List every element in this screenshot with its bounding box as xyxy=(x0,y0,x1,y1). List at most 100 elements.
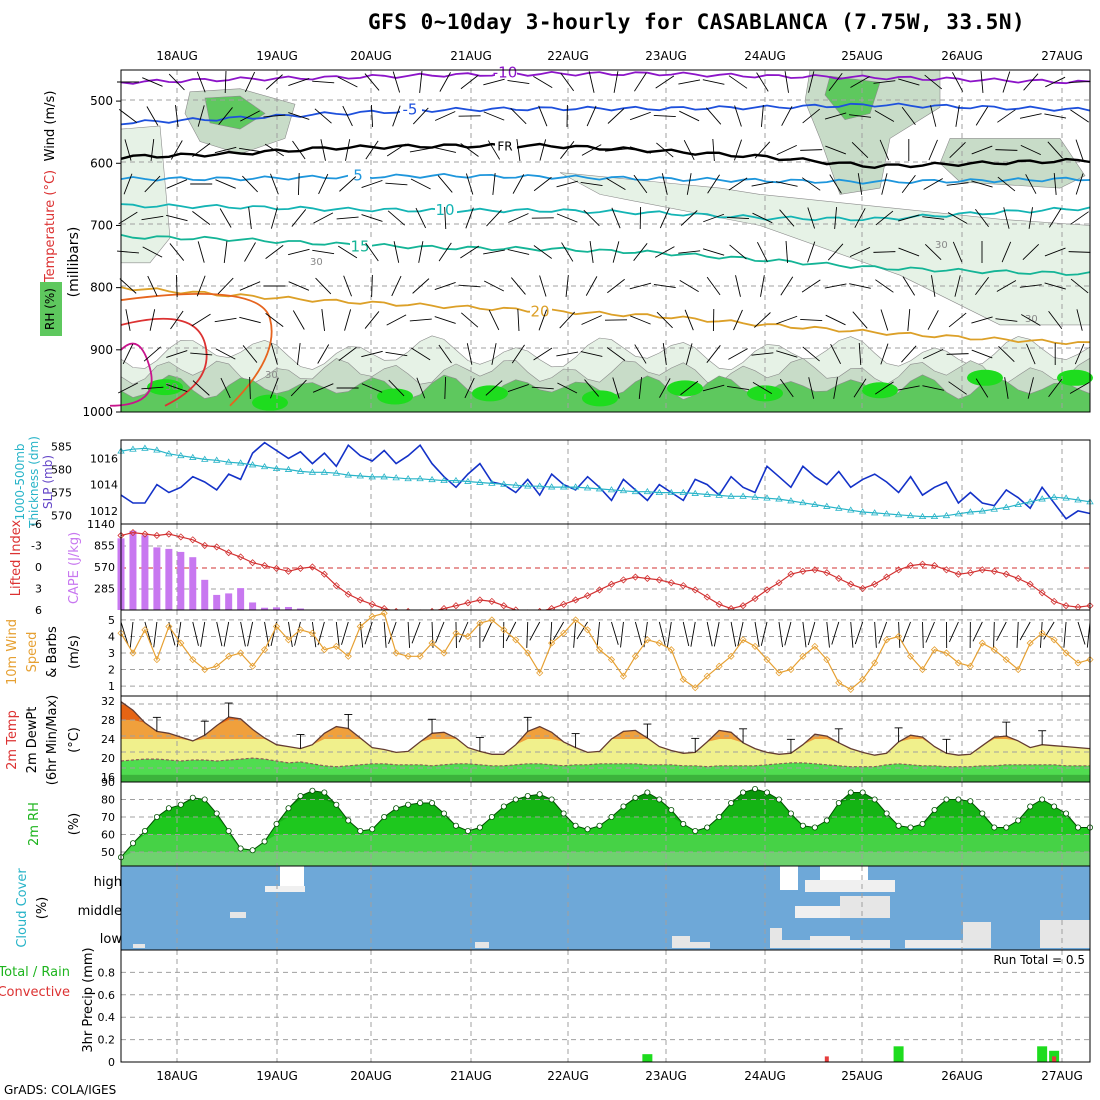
thickness-marker-66 xyxy=(906,511,915,519)
thickness-marker-22 xyxy=(380,473,388,480)
wind10m-barb-29 xyxy=(458,621,469,643)
upper-wind-barb xyxy=(142,246,163,258)
upper-wind-barb xyxy=(557,382,578,394)
upper-wind-barb xyxy=(418,241,424,263)
cloud-bg xyxy=(121,866,1090,950)
upper-wind-barb xyxy=(922,385,945,391)
rh-contour-label-0: 30 xyxy=(310,257,323,268)
wind10m-barb-47 xyxy=(682,621,690,647)
rh2m-tick-3: 80 xyxy=(101,794,115,807)
upper-wind-barb xyxy=(1022,244,1040,260)
rh2m-marker-55 xyxy=(775,796,782,803)
thickness-marker-32 xyxy=(500,480,508,487)
upper-wind-barb xyxy=(361,350,383,358)
thickness-marker-18 xyxy=(332,469,341,476)
thickness-marker-30 xyxy=(476,478,484,485)
rh2m-marker-5 xyxy=(177,801,184,808)
wind-speed-marker-11 xyxy=(249,662,257,670)
upper-wind-barb xyxy=(1070,278,1089,294)
rh2m-marker-11 xyxy=(249,847,256,854)
cape-bar-4 xyxy=(165,548,173,610)
label-thickness-b: Thickness (dm) xyxy=(27,436,41,529)
cloud-block-1 xyxy=(265,886,305,892)
rh2m-marker-14 xyxy=(285,805,292,812)
rh2m-marker-43 xyxy=(632,794,639,801)
upper-wind-barb xyxy=(948,312,967,328)
wind-speed-marker-72 xyxy=(978,639,986,647)
upper-wind-barb xyxy=(653,114,676,118)
upper-wind-barb xyxy=(726,216,750,220)
upper-wind-barb xyxy=(707,174,720,194)
lifted-index-marker-71 xyxy=(966,569,974,577)
lifted-index-marker-63 xyxy=(871,580,879,588)
rh2m-marker-4 xyxy=(165,805,172,812)
upper-wind-barb xyxy=(168,73,185,91)
upper-wind-barb xyxy=(265,245,284,259)
lifted-index-marker-78 xyxy=(1050,597,1058,605)
rh-contour-label-2: 30 xyxy=(265,370,278,381)
upper-wind-barb xyxy=(733,309,743,331)
lifted-index-marker-32 xyxy=(500,602,508,610)
label-wind: Wind (m/s) xyxy=(43,91,58,162)
wind10m-barb-43 xyxy=(634,621,643,646)
thickness-tick-1: 575 xyxy=(51,487,72,500)
rh2m-marker-61 xyxy=(847,789,854,796)
wind10m-barb-66 xyxy=(901,621,911,644)
wind-speed-marker-42 xyxy=(619,672,628,680)
upper-wind-barb xyxy=(507,80,530,84)
cape-bar-10 xyxy=(237,588,245,610)
upper-wind-barb xyxy=(1002,71,1011,93)
rh2m-marker-46 xyxy=(668,807,675,814)
upper-wind-barb xyxy=(781,106,793,126)
upper-wind-barb xyxy=(458,284,481,288)
upper-wind-barb xyxy=(680,380,699,396)
slp-tick-0: 1012 xyxy=(90,505,118,518)
upper-wind-barb xyxy=(214,317,237,323)
upper-wind-barb xyxy=(1076,309,1083,331)
cape-bar-6 xyxy=(189,557,197,610)
rh2m-marker-56 xyxy=(787,810,794,817)
thickness-marker-25 xyxy=(416,474,424,482)
upper-wind-barb xyxy=(215,179,236,189)
upper-wind-barb xyxy=(927,310,939,330)
upper-wind-barb xyxy=(901,106,916,126)
upper-wind-barb xyxy=(196,71,206,93)
upper-wind-barb xyxy=(190,352,213,356)
upper-wind-barb xyxy=(760,105,764,127)
cloud-block-9 xyxy=(690,942,710,948)
wind10m-barb-45 xyxy=(658,621,666,646)
upper-wind-barb xyxy=(659,378,671,398)
upper-wind-barb xyxy=(902,276,916,296)
upper-wind-barb xyxy=(485,380,503,396)
thickness-marker-9 xyxy=(224,458,233,465)
upper-wind-barb xyxy=(244,242,256,262)
rh-bright-spot-2 xyxy=(377,388,413,405)
upper-wind-barb xyxy=(1048,208,1062,228)
upper-wind-barb xyxy=(702,79,725,85)
slp-line xyxy=(120,441,1091,520)
wind-speed-marker-53 xyxy=(751,642,759,650)
wind-speed-marker-24 xyxy=(404,652,412,660)
upper-wind-barb xyxy=(291,209,307,227)
wind10m-barb-42 xyxy=(620,621,624,648)
upper-wind-barb xyxy=(466,343,473,365)
rh2m-marker-3 xyxy=(153,814,160,821)
upper-wind-barb xyxy=(897,385,920,391)
rh-bright-spot-4 xyxy=(582,390,618,407)
rh2m-fill-lightest xyxy=(121,852,1090,866)
upper-wind-barb xyxy=(265,313,284,327)
thickness-marker-59 xyxy=(823,502,831,509)
upper-wind-barb xyxy=(342,105,353,127)
upper-wind-barb xyxy=(611,207,621,229)
wind10m-barb-11 xyxy=(247,621,254,647)
wind10m-barb-7 xyxy=(200,621,206,647)
wind10m-barb-41 xyxy=(611,621,619,645)
rh2m-marker-18 xyxy=(333,801,340,808)
cloud-block-18 xyxy=(133,944,145,948)
upper-wind-barb xyxy=(1044,247,1066,257)
upper-wind-barb xyxy=(370,104,374,128)
wind-speed-marker-65 xyxy=(895,632,903,641)
upper-wind-barb xyxy=(850,76,870,88)
lifted-index-marker-8 xyxy=(213,543,221,551)
upper-wind-barb xyxy=(881,173,888,195)
